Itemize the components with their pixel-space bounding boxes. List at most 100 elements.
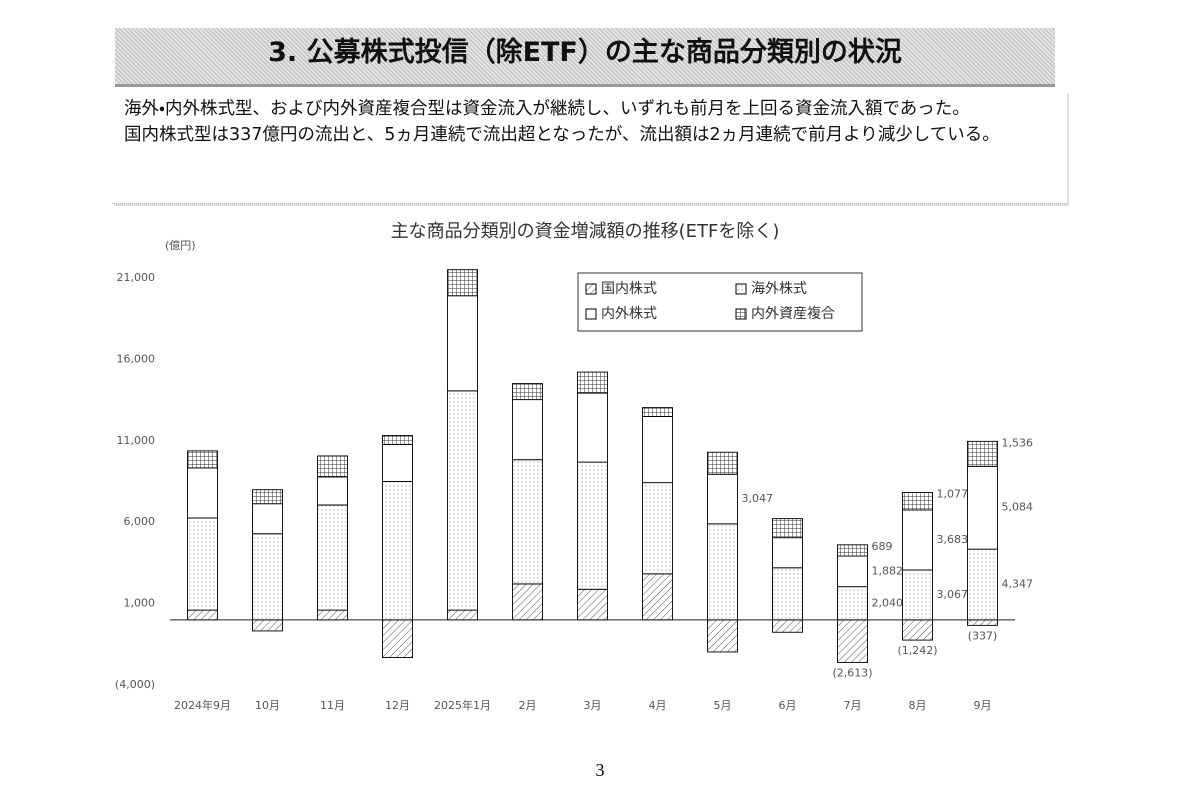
bar-segment — [577, 588, 608, 621]
x-tick-label: 8月 — [909, 699, 927, 712]
bar-segment — [512, 459, 543, 585]
paragraph: 国内株式型は337億円の流出と、5ヵ月連続で流出超となったが、流出額は2ヵ月連続… — [124, 125, 1000, 145]
bar-segment — [642, 416, 673, 484]
bar-segment — [642, 482, 673, 575]
bar-segment — [577, 371, 608, 394]
bar-segment — [642, 407, 673, 417]
bar-segment — [512, 383, 543, 401]
legend-label: 海外株式 — [751, 281, 807, 297]
bar-segment — [707, 523, 738, 621]
data-label: 3,067 — [937, 588, 969, 601]
bar-segment — [902, 509, 933, 571]
x-tick-label: 3月 — [584, 699, 602, 712]
data-label: 2,040 — [872, 596, 904, 609]
header-title: 3. 公募株式投信（除ETF）の主な商品分類別の状況 — [268, 37, 902, 68]
bar-segment — [187, 467, 218, 519]
bar-segment — [382, 443, 413, 482]
bar-segment — [317, 504, 348, 611]
bar-segment — [512, 583, 543, 621]
chart-title: 主な商品分類別の資金増減額の推移(ETFを除く) — [391, 221, 780, 242]
x-tick-label: 4月 — [649, 699, 667, 712]
bar-segment — [317, 609, 348, 621]
bar-segment — [837, 586, 868, 621]
x-tick-label: 10月 — [255, 699, 280, 712]
y-tick-label: 16,000 — [117, 352, 156, 365]
bar-segment — [382, 619, 413, 658]
bar-segment — [252, 489, 283, 505]
legend-label: 内外資産複合 — [751, 305, 835, 322]
bar-segment — [317, 455, 348, 478]
bar-segment — [252, 533, 283, 621]
data-label: 3,047 — [742, 492, 774, 505]
y-axis-label: (億円) — [165, 239, 196, 252]
paragraph: 海外・内外株式型、および内外資産複合型は資金流入が継続し、いずれも前月を上回る資… — [124, 99, 970, 119]
bar-segment — [382, 434, 413, 445]
legend-swatch — [585, 308, 597, 320]
bar-segment — [772, 518, 803, 539]
bar-segment — [837, 544, 868, 557]
bar-segment — [577, 392, 608, 463]
legend-box — [577, 272, 863, 332]
bar-segment — [187, 517, 218, 611]
data-label: 5,084 — [1002, 501, 1034, 514]
bar-segment — [187, 450, 218, 469]
x-tick-label: 5月 — [714, 699, 732, 712]
page-number: 3 — [595, 760, 605, 780]
bar-segment — [902, 569, 933, 621]
data-label: 3,683 — [937, 533, 969, 546]
bar-segment — [382, 481, 413, 621]
bar-segment — [772, 619, 803, 633]
data-label: 689 — [872, 540, 893, 553]
bar-segment — [447, 609, 478, 621]
bar-segment — [902, 492, 933, 511]
bar-segment — [252, 503, 283, 535]
bar-segment — [447, 295, 478, 392]
bar-segment — [772, 537, 803, 569]
bar-segment — [707, 473, 738, 525]
y-tick-label: (4,000) — [115, 678, 155, 691]
legend-swatch — [735, 308, 747, 320]
bar-segment — [447, 390, 478, 611]
x-tick-label: 2024年9月 — [174, 698, 231, 712]
bar-segment — [837, 555, 868, 588]
bar-segment — [707, 451, 738, 475]
chart: 主な商品分類別の資金増減額の推移(ETFを除く) (億円) (4,000) 1,0… — [115, 221, 1034, 712]
x-tick-label: 12月 — [385, 699, 410, 712]
bar-segment — [967, 619, 998, 626]
x-tick-label: 6月 — [779, 699, 797, 712]
bar-segment — [512, 399, 543, 461]
x-tick-label: 2025年1月 — [434, 698, 491, 712]
legend-label: 国内株式 — [601, 281, 657, 297]
data-label: 1,536 — [1002, 436, 1034, 449]
x-tick-label: 11月 — [320, 699, 345, 712]
bar-segment — [967, 548, 998, 621]
bar-segment — [707, 619, 738, 653]
x-tick-label: 9月 — [974, 699, 992, 712]
summary-box: 海外・内外株式型、および内外資産複合型は資金流入が継続し、いずれも前月を上回る資… — [112, 92, 1067, 204]
y-tick-label: 1,000 — [124, 597, 156, 610]
y-tick-label: 21,000 — [117, 271, 156, 284]
y-tick-label: 6,000 — [124, 515, 156, 528]
x-tick-label: 2月 — [519, 699, 537, 712]
data-label: (1,242) — [897, 644, 937, 657]
legend-swatch — [735, 283, 747, 295]
bar-segment — [837, 619, 868, 663]
legend-label: 内外株式 — [601, 306, 657, 322]
legend-swatch — [585, 283, 597, 295]
data-label: 4,347 — [1002, 577, 1034, 590]
bar-segment — [967, 440, 998, 467]
bar-segment — [577, 461, 608, 590]
header: 3. 公募株式投信（除ETF）の主な商品分類別の状況 — [115, 28, 1055, 87]
bar-segment — [317, 476, 348, 506]
data-label: 1,077 — [937, 487, 969, 500]
data-label: 1,882 — [872, 564, 904, 577]
bar-segment — [772, 567, 803, 621]
bar-segment — [902, 619, 933, 641]
bar-segment — [252, 619, 283, 632]
y-tick-label: 11,000 — [117, 434, 156, 447]
bar-segment — [967, 465, 998, 550]
bar-segment — [642, 573, 673, 621]
data-label: (2,613) — [832, 666, 872, 679]
bar-segment — [187, 609, 218, 621]
